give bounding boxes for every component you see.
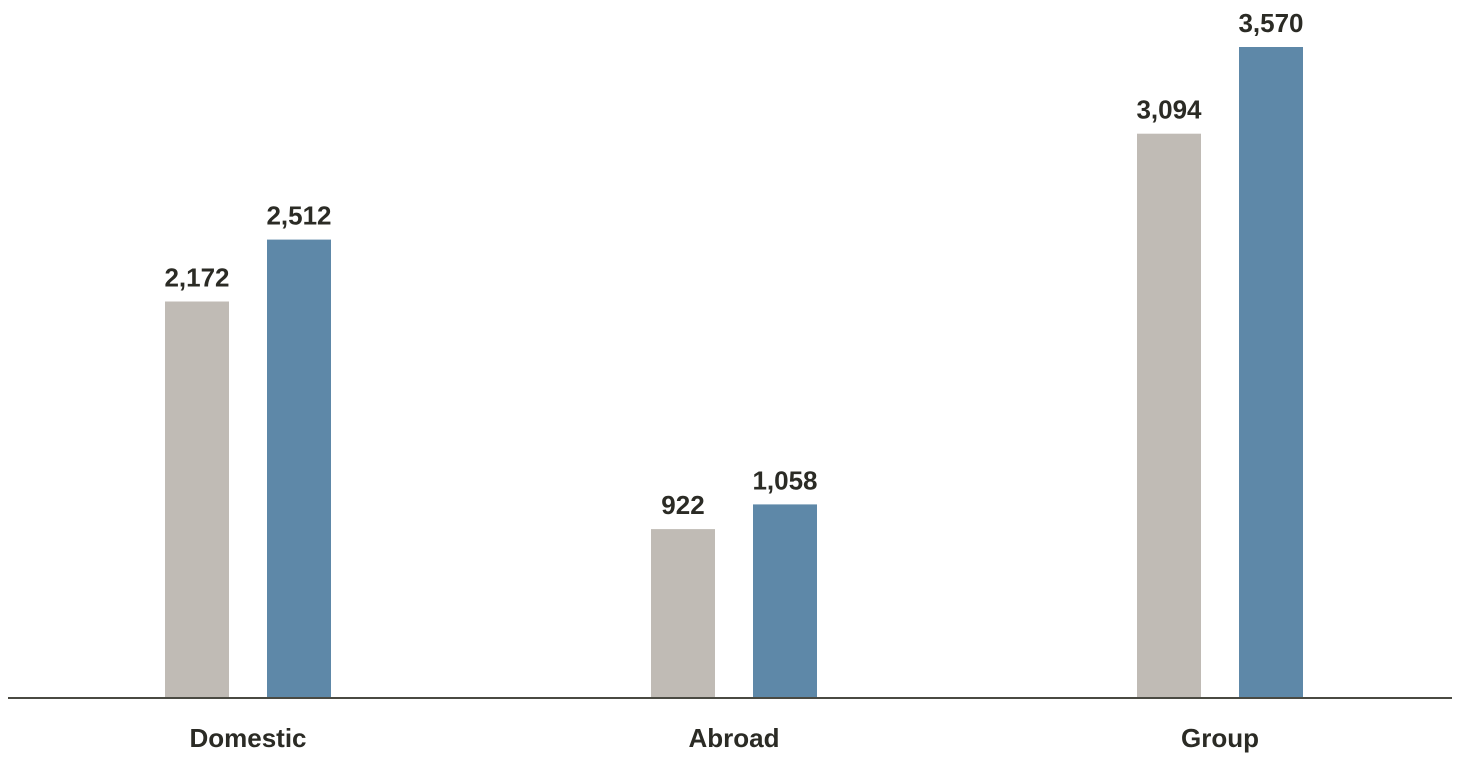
bar-group-series-2 [1239,47,1303,697]
bar-domestic-series-1 [165,301,229,697]
x-tick-label-group: Group [1181,723,1259,753]
x-tick-label-domestic: Domestic [189,723,306,753]
labels-layer: 2,172 2,512 Domestic 922 1,058 Abroad 3,094 3,5… [164,8,1303,753]
bar-abroad-series-2 [753,504,817,697]
data-label-abroad-series-1: 922 [661,490,704,520]
data-label-domestic-series-2: 2,512 [266,201,331,231]
x-tick-label-abroad: Abroad [689,723,780,753]
data-label-abroad-series-2: 1,058 [752,465,817,495]
bar-abroad-series-1 [651,529,715,697]
bars-layer [165,47,1303,697]
bar-domestic-series-2 [267,239,331,697]
data-label-domestic-series-1: 2,172 [164,263,229,293]
bar-group-series-1 [1137,133,1201,697]
data-label-group-series-1: 3,094 [1136,95,1202,125]
data-label-group-series-2: 3,570 [1238,8,1303,38]
